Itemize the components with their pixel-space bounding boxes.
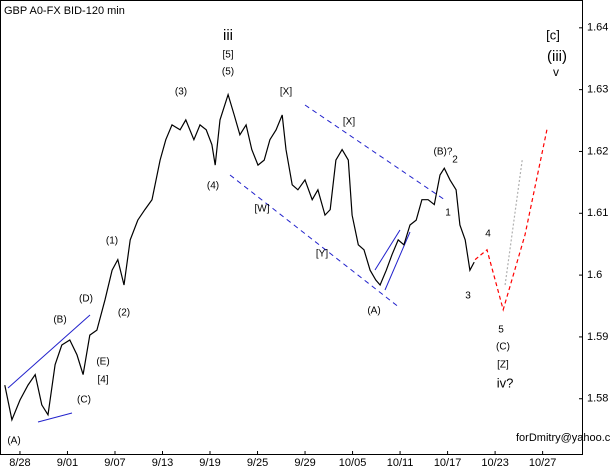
wave-label: [W] [255,204,270,215]
wave-label: [X] [343,117,355,128]
x-tick-label: 9/29 [294,457,315,469]
x-tick-label: 10/23 [481,457,509,469]
y-tick-label: 1.63 [587,84,608,96]
x-tick-label: 10/05 [339,457,367,469]
wave-label: [4] [97,375,108,386]
trend-line [7,314,91,389]
wave-label: [c] [546,27,560,42]
wave-label: (E) [96,357,109,368]
wave-label: (B) [53,315,66,326]
price-line [4,92,475,422]
wave-label: (C) [77,395,91,406]
x-tick-label: 10/11 [387,457,414,469]
x-tick-label: 8/28 [9,457,30,469]
trend-line [304,104,446,201]
x-tick-label: 9/19 [199,457,220,469]
wave-label: (1) [106,236,118,247]
x-tick-label: 10/17 [434,457,462,469]
wave-label: [Z] [497,360,509,371]
wave-label: (iii) [547,48,567,65]
x-tick-label: 9/25 [247,457,268,469]
channel-lines [7,104,446,423]
wave-label: (D) [79,294,93,305]
x-tick-label: 10/27 [529,457,557,469]
wave-label: 5 [498,325,504,336]
wave-label: (A) [367,306,380,317]
wave-label: 4 [485,229,491,240]
chart-title: GBP A0-FX BID-120 min [4,5,125,17]
wave-label: (C) [496,342,510,353]
wave-label: (A) [7,436,20,447]
wave-label: (2) [118,308,130,319]
y-tick-label: 1.58 [587,393,608,405]
x-tick-label: 9/07 [104,457,125,469]
wave-label: v [553,65,559,79]
trend-line [37,412,73,423]
wave-label: [5] [222,50,233,61]
x-tick-label: 9/13 [152,457,173,469]
wave-label: iv? [497,375,514,390]
wave-label: (3) [175,87,187,98]
trend-line [384,231,411,291]
wave-label: 1 [445,208,451,219]
wave-label: (B)? [434,147,453,158]
plot-frame [0,0,583,455]
wave-label: 2 [452,155,458,166]
y-tick-label: 1.61 [587,207,608,219]
wave-label: [Y] [316,249,328,260]
y-tick-label: 1.6 [587,269,602,281]
x-tick-label: 9/01 [57,457,78,469]
y-tick-label: 1.64 [587,22,608,34]
y-tick-label: 1.62 [587,145,608,157]
wave-label: (4) [207,181,219,192]
price-line [504,160,523,286]
wave-label: (5) [222,67,234,78]
price-line [474,129,548,312]
wave-label: 3 [465,291,471,302]
footer: forDmitry@yahoo.com [516,432,610,444]
trend-line [374,229,401,271]
wave-label: iii [223,27,233,44]
y-tick-label: 1.59 [587,331,608,343]
wave-label: [X] [280,87,292,98]
